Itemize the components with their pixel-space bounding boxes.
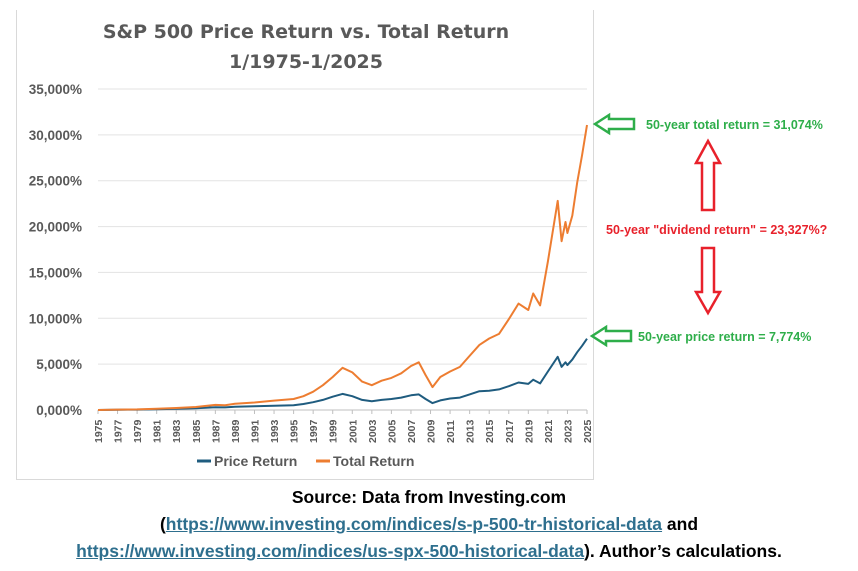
y-tick-label: 25,000% xyxy=(29,174,82,189)
x-tick-label: 2009 xyxy=(426,419,438,443)
chart-panel xyxy=(16,10,594,480)
x-tick-label: 1989 xyxy=(230,419,242,443)
x-tick-label: 1977 xyxy=(113,419,125,443)
x-tick-label: 2013 xyxy=(465,419,477,443)
x-tick-label: 1999 xyxy=(328,419,340,443)
annotation-dividend-return: 50-year "dividend return" = 23,327%? xyxy=(606,223,827,237)
y-tick-label: 10,000% xyxy=(29,311,82,326)
source-line-1: Source: Data from Investing.com xyxy=(291,487,567,507)
legend-label-total-return: Total Return xyxy=(333,453,414,469)
red-arrow-down xyxy=(693,246,723,316)
x-tick-label: 1983 xyxy=(171,419,183,443)
x-tick-label: 1979 xyxy=(132,419,144,443)
source-note: Source: Data from Investing.com (https:/… xyxy=(0,484,858,565)
source-tail: ). Author’s calculations. xyxy=(584,541,782,561)
x-tick-label: 1993 xyxy=(269,419,281,443)
x-tick-label: 1985 xyxy=(191,419,203,443)
green-arrow-total-return xyxy=(592,112,636,136)
annotation-price-return: 50-year price return = 7,774% xyxy=(638,330,811,344)
x-tick-label: 2021 xyxy=(543,419,555,443)
legend: Price Return Total Return xyxy=(197,453,414,469)
x-tick-label: 2017 xyxy=(504,419,516,443)
link-sp500-tr-data[interactable]: https://www.investing.com/indices/s-p-50… xyxy=(165,514,663,534)
x-tick-label: 1981 xyxy=(152,419,164,443)
gridlines xyxy=(98,88,587,411)
source-line-2: (https://www.investing.com/indices/s-p-5… xyxy=(0,511,858,538)
chart-title-line-1: S&P 500 Price Return vs. Total Return xyxy=(103,21,509,43)
chart: S&P 500 Price Return vs. Total Return 1/… xyxy=(29,21,828,469)
annotation-total-return: 50-year total return = 31,074% xyxy=(646,118,823,132)
link-spx-data[interactable]: https://www.investing.com/indices/us-spx… xyxy=(76,541,585,561)
source-and: and xyxy=(662,514,699,534)
x-tick-label: 2007 xyxy=(406,419,418,443)
y-tick-label: 35,000% xyxy=(29,82,82,97)
x-tick-label: 2011 xyxy=(445,420,457,443)
red-arrow-up xyxy=(693,138,723,212)
legend-label-price-return: Price Return xyxy=(214,453,297,469)
y-tick-label: 5,000% xyxy=(36,357,82,372)
chart-title-line-2: 1/1975-1/2025 xyxy=(229,51,383,73)
x-tick-label: 2005 xyxy=(386,419,398,443)
x-tick-label: 2025 xyxy=(582,419,594,443)
x-axis-ticks: 1975 1977 1979 1981 1983 1985 1987 1989 1991 1993… xyxy=(93,410,594,443)
x-tick-label: 2015 xyxy=(484,419,496,443)
series-lines xyxy=(97,124,588,411)
x-tick-label: 2023 xyxy=(562,419,574,443)
x-tick-label: 2001 xyxy=(347,419,359,443)
x-tick-label: 1987 xyxy=(210,419,222,443)
x-tick-label: 1995 xyxy=(289,419,301,443)
x-tick-label: 1975 xyxy=(93,419,105,443)
y-axis-ticks: 0,000% 5,000% 10,000% 15,000% 20,000% 25,000%… xyxy=(29,82,82,418)
y-tick-label: 20,000% xyxy=(29,220,82,235)
y-tick-label: 30,000% xyxy=(29,128,82,143)
open-paren: ( xyxy=(159,514,166,534)
x-tick-label: 2003 xyxy=(367,419,379,443)
series-line-total-return xyxy=(97,124,588,411)
y-tick-label: 15,000% xyxy=(29,265,82,280)
x-tick-label: 1997 xyxy=(308,419,320,443)
x-tick-label: 1991 xyxy=(249,419,261,443)
y-tick-label: 0,000% xyxy=(36,403,82,418)
green-arrow-price-return xyxy=(589,324,633,348)
x-tick-label: 2019 xyxy=(523,419,535,443)
series-line-price-return xyxy=(97,338,588,411)
source-line-3: https://www.investing.com/indices/us-spx… xyxy=(0,538,858,565)
